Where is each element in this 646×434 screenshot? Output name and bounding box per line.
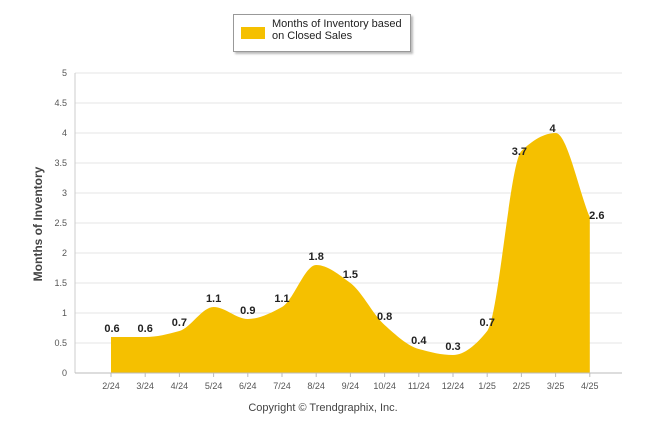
x-tick-label: 7/24 (273, 381, 291, 391)
data-labels: 0.6 0.6 0.7 1.1 0.9 1.1 1.8 1.5 0.8 0.4 0.3 0.7 3.7 4… (104, 123, 604, 353)
data-label: 0.4 (411, 335, 427, 347)
data-label: 0.6 (104, 323, 119, 335)
y-tick-label: 3 (62, 188, 67, 198)
data-label: 0.3 (445, 341, 460, 353)
x-tick-label: 3/24 (136, 381, 154, 391)
y-tick-label: 1.5 (54, 278, 67, 288)
y-tick-label: 3.5 (54, 158, 67, 168)
y-tick-label: 2 (62, 248, 67, 258)
y-axis-title: Months of Inventory (31, 166, 45, 282)
x-tick-label: 6/24 (239, 381, 257, 391)
data-label: 3.7 (512, 146, 527, 158)
legend-label: Months of Inventory based on Closed Sale… (272, 18, 402, 42)
x-tick-label: 1/25 (478, 381, 496, 391)
data-label: 2.6 (589, 210, 604, 222)
area-fill (111, 133, 590, 373)
x-tick-label: 2/25 (513, 381, 531, 391)
y-tick-label: 2.5 (54, 218, 67, 228)
data-label: 0.7 (172, 317, 187, 329)
y-tick-label: 4.5 (54, 98, 67, 108)
x-tick-label: 8/24 (307, 381, 325, 391)
x-tick-label: 2/24 (102, 381, 120, 391)
x-tick-label: 3/25 (547, 381, 565, 391)
y-tick-label: 0.5 (54, 338, 67, 348)
copyright-footer: Copyright © Trendgraphix, Inc. (248, 402, 398, 414)
data-label: 1.8 (309, 251, 324, 263)
area-series (110, 132, 590, 373)
x-tick-label: 5/24 (205, 381, 223, 391)
y-axis-ticks: 0 0.5 1 1.5 2 2.5 3 3.5 4 4.5 5 (54, 68, 67, 378)
data-label: 0.8 (377, 311, 392, 323)
y-tick-label: 4 (62, 128, 67, 138)
data-label: 4 (550, 123, 557, 135)
x-axis-ticks: 2/24 3/24 4/24 5/24 6/24 7/24 8/24 9/24 10/24 11/… (102, 373, 599, 391)
x-tick-label: 9/24 (342, 381, 360, 391)
data-label: 0.9 (240, 305, 255, 317)
x-tick-label: 12/24 (442, 381, 465, 391)
legend-swatch (241, 27, 265, 39)
data-label: 1.5 (343, 269, 358, 281)
data-label: 1.1 (206, 293, 221, 305)
data-label: 1.1 (274, 293, 289, 305)
data-label: 0.7 (480, 317, 495, 329)
x-tick-label: 4/24 (171, 381, 189, 391)
y-tick-label: 1 (62, 308, 67, 318)
x-tick-label: 11/24 (408, 381, 430, 391)
x-tick-label: 4/25 (581, 381, 599, 391)
axes (74, 73, 622, 374)
y-tick-label: 0 (62, 368, 67, 378)
y-tick-label: 5 (62, 68, 67, 78)
x-tick-label: 10/24 (373, 381, 396, 391)
data-label: 0.6 (138, 323, 153, 335)
legend[interactable]: Months of Inventory based on Closed Sale… (233, 14, 411, 52)
